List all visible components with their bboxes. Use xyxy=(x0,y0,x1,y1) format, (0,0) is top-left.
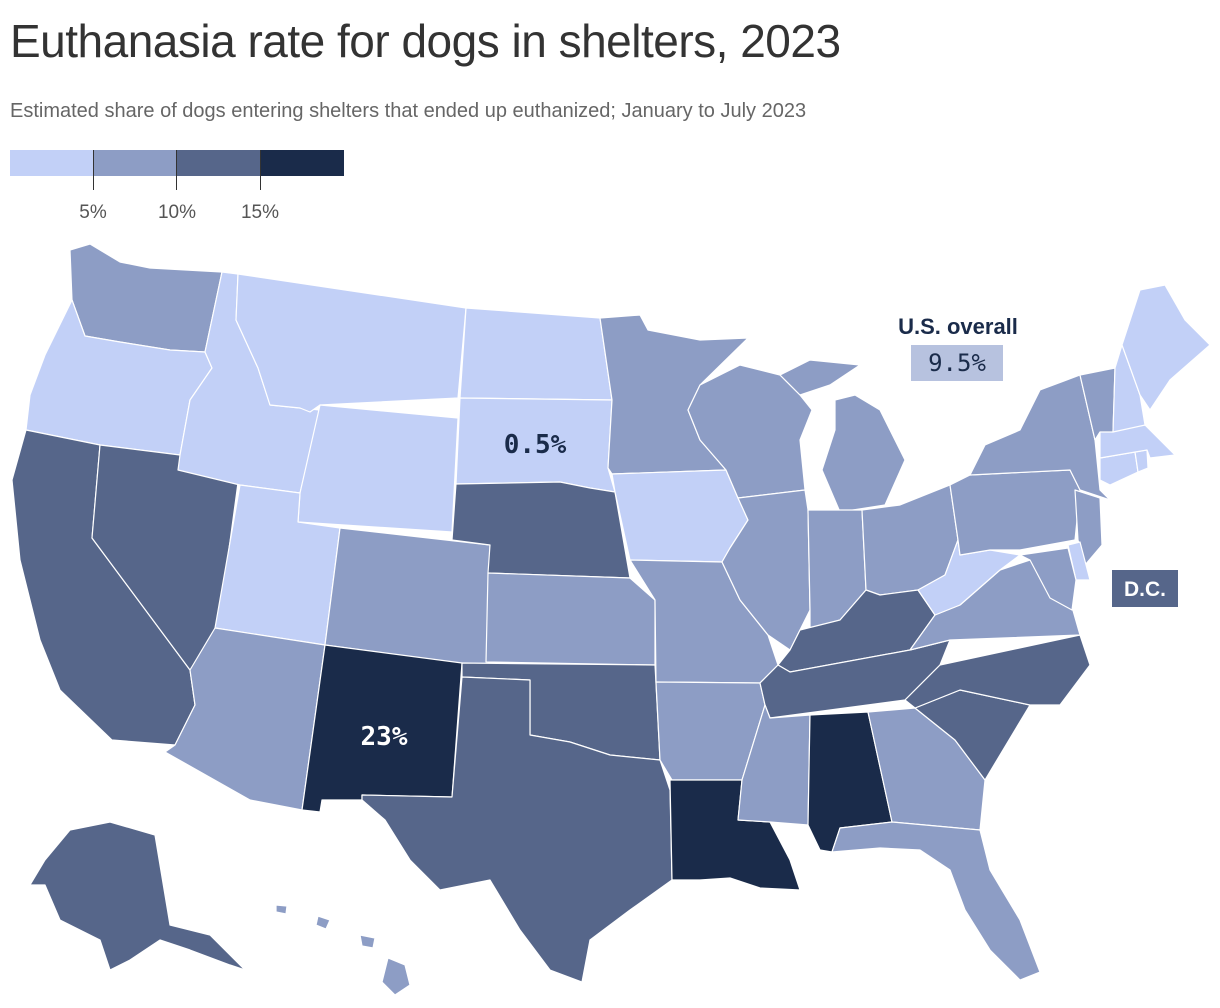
legend-bin-2 xyxy=(177,150,261,176)
legend-tick-10 xyxy=(176,150,177,190)
state-new-jersey[interactable] xyxy=(1074,489,1103,566)
legend-bin-0 xyxy=(10,150,94,176)
state-mississippi[interactable] xyxy=(737,704,811,826)
state-florida[interactable] xyxy=(831,821,1041,981)
legend-bin-3 xyxy=(260,150,344,176)
legend-label-15: 15% xyxy=(240,202,280,223)
state-kansas[interactable] xyxy=(485,572,656,666)
legend-tick-15 xyxy=(260,150,261,190)
legend-label-10: 10% xyxy=(157,202,197,223)
state-wisconsin[interactable] xyxy=(687,364,813,499)
us-overall-box xyxy=(911,345,1003,381)
state-alaska[interactable] xyxy=(29,821,246,971)
state-north-carolina[interactable] xyxy=(904,634,1091,709)
state-colorado[interactable] xyxy=(324,527,491,668)
state-washington[interactable] xyxy=(69,243,223,353)
legend-tick-5 xyxy=(93,150,94,190)
state-maryland[interactable] xyxy=(1019,547,1077,611)
state-hawaii-kauai[interactable] xyxy=(275,904,288,915)
state-massachusetts[interactable] xyxy=(1099,424,1176,459)
legend-bin-1 xyxy=(93,150,177,176)
state-pennsylvania[interactable] xyxy=(949,469,1081,556)
label-new-mexico: 23% xyxy=(361,722,408,752)
state-hawaii-maui[interactable] xyxy=(359,934,376,949)
state-hawaii-oahu[interactable] xyxy=(315,915,331,930)
dc-label: D.C. xyxy=(1124,578,1166,601)
us-overall-value: 9.5% xyxy=(928,349,986,377)
state-maine[interactable] xyxy=(1121,284,1211,411)
state-vermont[interactable] xyxy=(1079,367,1116,441)
state-montana[interactable] xyxy=(235,273,467,413)
label-south-dakota: 0.5% xyxy=(504,430,567,460)
state-texas[interactable] xyxy=(361,676,673,983)
state-wyoming[interactable] xyxy=(297,404,459,533)
chart-title: Euthanasia rate for dogs in shelters, 20… xyxy=(10,15,841,67)
state-rhode-island[interactable] xyxy=(1134,449,1149,473)
us-overall-label: U.S. overall xyxy=(898,314,1018,339)
dc-box[interactable] xyxy=(1112,570,1178,607)
legend-label-5: 5% xyxy=(79,202,107,223)
state-north-dakota[interactable] xyxy=(459,307,613,401)
state-hawaii-big-island[interactable] xyxy=(381,957,411,996)
state-illinois[interactable] xyxy=(721,489,811,651)
chart-subtitle: Estimated share of dogs entering shelter… xyxy=(10,100,807,122)
state-new-hampshire[interactable] xyxy=(1112,344,1146,433)
legend: 5% 10% 15% xyxy=(10,150,344,230)
state-west-virginia[interactable] xyxy=(917,539,1021,616)
state-iowa[interactable] xyxy=(611,469,749,563)
state-michigan[interactable] xyxy=(779,359,906,513)
